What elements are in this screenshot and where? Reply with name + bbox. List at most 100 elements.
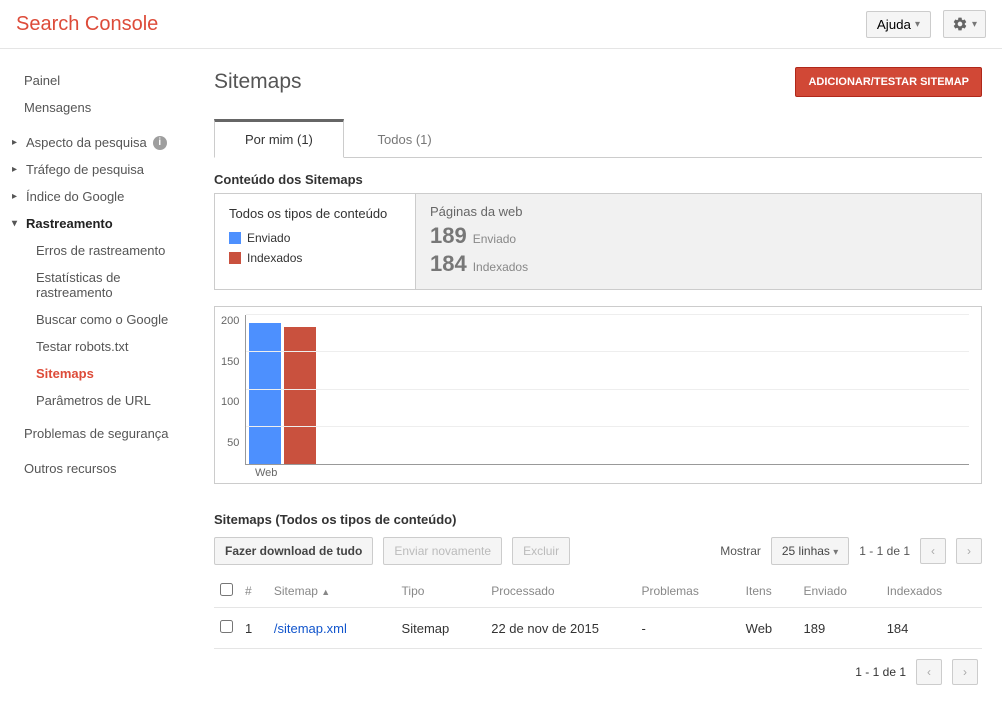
chart-bar [249, 323, 281, 464]
col-indexed[interactable]: Indexados [881, 575, 982, 608]
chart: 20015010050 [221, 315, 969, 465]
tab-mine[interactable]: Por mim (1) [214, 119, 344, 158]
footer-range: 1 - 1 de 1 [855, 665, 906, 679]
table-header-row: # Sitemap ▲ Tipo Processado Problemas It… [214, 575, 982, 608]
legend-label: Indexados [247, 251, 302, 265]
sidebar-item-label: Aspecto da pesquisa [26, 135, 147, 150]
tab-label: Por mim (1) [245, 132, 313, 147]
stats-sent-value: 189 [430, 223, 467, 249]
sidebar-item-sitemaps[interactable]: Sitemaps [30, 360, 200, 387]
next-page-button[interactable]: › [956, 538, 982, 564]
sidebar-item-other[interactable]: Outros recursos [8, 455, 200, 482]
stats-indexed-row: 184 Indexados [430, 251, 967, 277]
footer-next-button[interactable]: › [952, 659, 978, 685]
stats-title: Páginas da web [430, 204, 967, 219]
table-footer: 1 - 1 de 1 ‹ › [214, 649, 982, 695]
col-type[interactable]: Tipo [396, 575, 486, 608]
content-section-title: Conteúdo dos Sitemaps [214, 172, 982, 187]
sort-asc-icon: ▲ [321, 587, 330, 597]
swatch-sent-icon [229, 232, 241, 244]
resubmit-button[interactable]: Enviar novamente [383, 537, 502, 565]
cell-processed: 22 de nov de 2015 [485, 608, 635, 649]
sidebar-item-robots[interactable]: Testar robots.txt [30, 333, 200, 360]
legend-indexed: Indexados [229, 251, 401, 265]
col-items[interactable]: Itens [740, 575, 798, 608]
sidebar-item-url-params[interactable]: Parâmetros de URL [30, 387, 200, 414]
col-sitemap[interactable]: Sitemap ▲ [268, 575, 396, 608]
triangle-right-icon: ▸ [12, 137, 20, 148]
sidebar-item-google-index[interactable]: ▸ Índice do Google [8, 183, 200, 210]
sidebar-item-panel[interactable]: Painel [8, 67, 200, 94]
col-num[interactable]: # [239, 575, 268, 608]
info-icon[interactable]: i [153, 136, 167, 150]
rows-per-page-select[interactable]: 25 linhas ▾ [771, 537, 849, 565]
sidebar-item-label: Estatísticas de rastreamento [36, 270, 190, 300]
rows-select-label: 25 linhas [782, 544, 830, 558]
show-label: Mostrar [720, 544, 761, 558]
row-checkbox[interactable] [220, 620, 233, 633]
topbar: Search Console Ajuda ▾ ▾ [0, 0, 1002, 49]
sidebar-item-search-appearance[interactable]: ▸ Aspecto da pesquisa i [8, 129, 200, 156]
delete-button[interactable]: Excluir [512, 537, 570, 565]
tab-label: Todos (1) [378, 132, 432, 147]
table-row[interactable]: 1 /sitemap.xml Sitemap 22 de nov de 2015… [214, 608, 982, 649]
sidebar-item-label: Mensagens [24, 100, 91, 115]
legend-sent: Enviado [229, 231, 401, 245]
cell-items: Web [740, 608, 798, 649]
col-label: Sitemap [274, 584, 318, 598]
help-label: Ajuda [877, 17, 911, 32]
cell-indexed: 184 [881, 608, 982, 649]
prev-page-button[interactable]: ‹ [920, 538, 946, 564]
sidebar-item-messages[interactable]: Mensagens [8, 94, 200, 121]
sidebar-item-crawl-stats[interactable]: Estatísticas de rastreamento [30, 264, 200, 306]
sidebar-item-fetch-as-google[interactable]: Buscar como o Google [30, 306, 200, 333]
layout: Painel Mensagens ▸ Aspecto da pesquisa i… [0, 49, 1002, 725]
stats-indexed-label: Indexados [473, 260, 528, 274]
sidebar-item-label: Problemas de segurança [24, 426, 169, 441]
sidebar-item-label: Rastreamento [26, 216, 113, 231]
col-sent[interactable]: Enviado [798, 575, 881, 608]
col-problems[interactable]: Problemas [635, 575, 739, 608]
brand-title[interactable]: Search Console [16, 13, 158, 36]
download-all-button[interactable]: Fazer download de tudo [214, 537, 373, 565]
help-button[interactable]: Ajuda ▾ [866, 11, 931, 38]
chart-bar [284, 327, 316, 464]
sidebar-item-label: Sitemaps [36, 366, 94, 381]
sidebar-crawl-sub: Erros de rastreamento Estatísticas de ra… [8, 237, 200, 414]
caret-down-icon: ▾ [833, 547, 838, 558]
content-right[interactable]: Páginas da web 189 Enviado 184 Indexados [415, 194, 981, 289]
select-all-checkbox[interactable] [220, 583, 233, 596]
tab-all[interactable]: Todos (1) [348, 122, 462, 157]
topbar-right: Ajuda ▾ ▾ [866, 10, 986, 38]
chart-plot [245, 315, 969, 465]
cell-sitemap-link[interactable]: /sitemap.xml [274, 621, 347, 636]
table-title: Sitemaps (Todos os tipos de conteúdo) [214, 512, 982, 527]
page-title: Sitemaps [214, 70, 302, 94]
sidebar-item-search-traffic[interactable]: ▸ Tráfego de pesquisa [8, 156, 200, 183]
content-left: Todos os tipos de conteúdo Enviado Index… [215, 194, 415, 289]
chart-y-axis: 20015010050 [221, 315, 245, 465]
content-box: Todos os tipos de conteúdo Enviado Index… [214, 193, 982, 290]
main-content: Sitemaps ADICIONAR/TESTAR SITEMAP Por mi… [200, 49, 1002, 725]
toolbar-right: Mostrar 25 linhas ▾ 1 - 1 de 1 ‹ › [720, 537, 982, 565]
triangle-right-icon: ▸ [12, 191, 20, 202]
page-head: Sitemaps ADICIONAR/TESTAR SITEMAP [214, 67, 982, 97]
sidebar-item-label: Erros de rastreamento [36, 243, 165, 258]
sidebar-item-crawl[interactable]: ▾ Rastreamento [8, 210, 200, 237]
footer-prev-button[interactable]: ‹ [916, 659, 942, 685]
sidebar-item-security[interactable]: Problemas de segurança [8, 420, 200, 447]
sidebar-item-label: Outros recursos [24, 461, 116, 476]
table-toolbar: Fazer download de tudo Enviar novamente … [214, 537, 982, 565]
add-sitemap-button[interactable]: ADICIONAR/TESTAR SITEMAP [795, 67, 982, 97]
cell-num: 1 [239, 608, 268, 649]
cell-problems: - [635, 608, 739, 649]
sitemaps-table: # Sitemap ▲ Tipo Processado Problemas It… [214, 575, 982, 649]
gear-icon [952, 16, 968, 32]
swatch-indexed-icon [229, 252, 241, 264]
cell-sent: 189 [798, 608, 881, 649]
sidebar-item-crawl-errors[interactable]: Erros de rastreamento [30, 237, 200, 264]
settings-button[interactable]: ▾ [943, 10, 986, 38]
chart-container: 20015010050 Web [214, 306, 982, 484]
sidebar-item-label: Buscar como o Google [36, 312, 168, 327]
col-processed[interactable]: Processado [485, 575, 635, 608]
